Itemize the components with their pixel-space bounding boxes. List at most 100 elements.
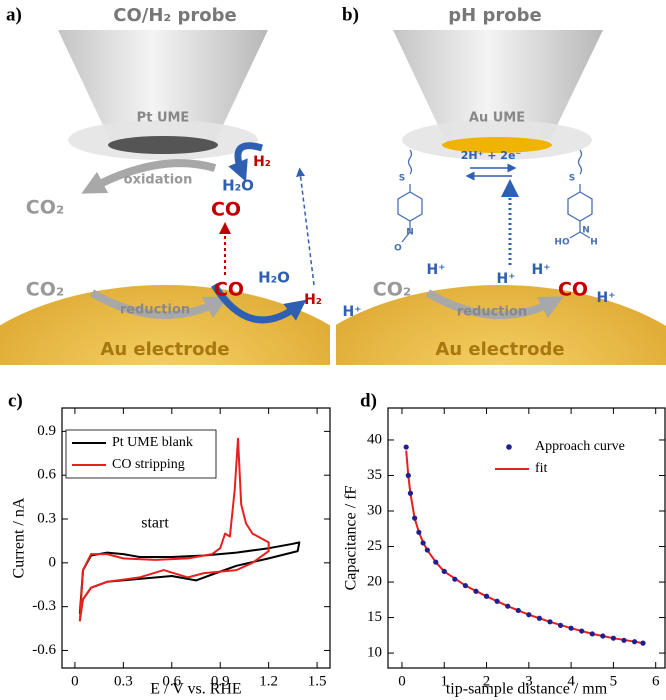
label: reduction bbox=[120, 303, 190, 318]
data-point bbox=[515, 607, 521, 614]
reduction-arrow bbox=[425, 289, 564, 320]
data-point bbox=[412, 515, 418, 521]
legend-label: fit bbox=[535, 461, 548, 476]
species: H⁺ bbox=[496, 271, 515, 287]
x-tick-label: 0 bbox=[398, 673, 406, 689]
plot-frame bbox=[387, 407, 666, 669]
h2o-reduction-arrow bbox=[211, 283, 307, 324]
data-point bbox=[441, 568, 447, 574]
atom: N bbox=[582, 226, 590, 236]
label: reduction bbox=[457, 305, 527, 320]
data-point bbox=[416, 529, 422, 535]
data-point bbox=[589, 631, 595, 637]
species: H⁺ bbox=[596, 290, 615, 306]
x-axis-title: tip-sample distance / mm bbox=[446, 681, 608, 698]
species: CO₂ bbox=[373, 279, 411, 301]
x-tick-label: 1 bbox=[440, 673, 448, 689]
data-point bbox=[420, 540, 426, 546]
data-point bbox=[640, 640, 646, 646]
electrode-label: Au electrode bbox=[435, 339, 564, 360]
x-tick-label: 2 bbox=[483, 673, 491, 689]
species: H₂O bbox=[222, 177, 254, 195]
x-tick-label: 1.5 bbox=[308, 673, 327, 689]
atom: N bbox=[406, 228, 414, 238]
plot-frame bbox=[61, 407, 331, 669]
y-axis-title: Capacitance / fF bbox=[343, 485, 360, 590]
y-tick-label: 10 bbox=[367, 645, 382, 661]
data-point bbox=[405, 472, 411, 479]
data-point bbox=[536, 615, 542, 621]
species: CO bbox=[211, 199, 241, 221]
data-point bbox=[600, 633, 606, 639]
probe-body bbox=[58, 30, 268, 140]
reduction-arrow bbox=[90, 289, 229, 320]
series-line bbox=[405, 450, 644, 645]
y-tick-label: 25 bbox=[367, 538, 382, 554]
charts: c)0 0.3 0.6 0.9 1.2 1.5-0.6-0.300.30.60.9E / … bbox=[8, 390, 666, 698]
species: H⁺ bbox=[426, 262, 445, 278]
chart: c)0 0.3 0.6 0.9 1.2 1.5-0.6-0.300.30.60.9E / … bbox=[8, 390, 331, 698]
x-tick-label: 5 bbox=[610, 673, 618, 689]
legend-label: CO stripping bbox=[112, 457, 185, 472]
y-axis-title: Current / nA bbox=[11, 497, 28, 578]
species: CO bbox=[214, 279, 244, 301]
panel-label: a) bbox=[6, 4, 22, 25]
oxidation-arrow bbox=[81, 159, 217, 194]
data-point bbox=[403, 444, 409, 450]
y-tick-label: 40 bbox=[367, 431, 382, 447]
x-tick-label: 0 bbox=[71, 673, 79, 689]
au-electrode bbox=[442, 137, 552, 153]
probe-body bbox=[393, 30, 603, 140]
x-tick-label: 6 bbox=[652, 673, 660, 689]
atom: HO bbox=[554, 238, 570, 248]
species: H⁺ bbox=[342, 304, 361, 320]
annotation: start bbox=[141, 515, 169, 532]
species: H₂O bbox=[258, 269, 290, 287]
x-tick-label: 3 bbox=[525, 673, 533, 689]
data-point bbox=[631, 639, 638, 645]
data-point bbox=[568, 625, 574, 631]
data-point bbox=[483, 593, 490, 599]
species: H₂ bbox=[253, 154, 271, 170]
y-tick-label: 0.6 bbox=[37, 467, 56, 483]
atom: S bbox=[569, 174, 575, 184]
legend-swatch bbox=[506, 444, 512, 450]
data-point bbox=[621, 637, 627, 643]
data-point bbox=[462, 582, 468, 589]
x-tick-label: 0.6 bbox=[162, 673, 181, 689]
species: H₂ bbox=[304, 292, 322, 308]
h2-diffusion-arrow bbox=[296, 167, 315, 286]
data-point bbox=[579, 628, 585, 634]
y-tick-label: -0.6 bbox=[32, 642, 56, 658]
electrode bbox=[0, 285, 330, 365]
y-tick-label: -0.3 bbox=[32, 598, 56, 614]
electrode-label: Au electrode bbox=[100, 339, 229, 360]
label: oxidation bbox=[124, 173, 193, 188]
data-point bbox=[526, 612, 532, 618]
species: CO₂ bbox=[26, 197, 64, 219]
legend-box bbox=[65, 429, 217, 479]
panel-title: pH probe bbox=[448, 5, 541, 26]
y-tick-label: 0 bbox=[49, 554, 57, 570]
x-tick-label: 1.2 bbox=[259, 673, 278, 689]
x-axis-title: E / V vs. RHE bbox=[150, 681, 241, 698]
data-point bbox=[494, 598, 500, 604]
panel-b: b) pH probe Au UME Au electrode 2H⁺ + 2e… bbox=[336, 4, 666, 365]
series-line bbox=[78, 437, 270, 622]
probe-label: Au UME bbox=[469, 111, 525, 126]
data-point bbox=[433, 559, 439, 565]
y-tick-label: 0.9 bbox=[37, 423, 56, 439]
atom: H bbox=[590, 238, 598, 248]
h2-oxidation-arrow bbox=[228, 142, 263, 182]
data-point bbox=[610, 635, 617, 641]
species: CO bbox=[558, 279, 588, 301]
data-point bbox=[547, 619, 553, 625]
y-tick-label: 15 bbox=[367, 609, 382, 625]
y-tick-label: 30 bbox=[367, 502, 382, 518]
y-tick-label: 35 bbox=[367, 467, 382, 483]
electrode bbox=[336, 285, 666, 365]
atom: O bbox=[394, 244, 402, 254]
panel-label: d) bbox=[360, 390, 377, 411]
y-tick-label: 20 bbox=[367, 573, 382, 589]
